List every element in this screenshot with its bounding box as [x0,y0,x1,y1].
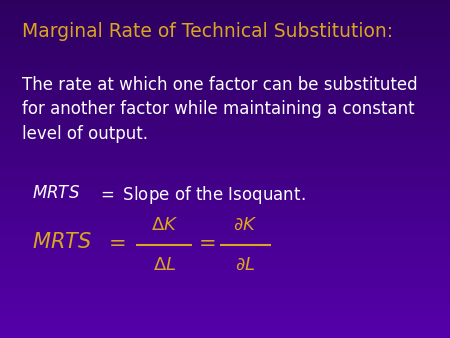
Text: $\mathit{MRTS}$: $\mathit{MRTS}$ [32,232,91,252]
Text: $=$: $=$ [194,232,216,252]
Text: $\partial K$: $\partial K$ [233,216,257,234]
Text: $\Delta L$: $\Delta L$ [153,256,176,274]
Text: Marginal Rate of Technical Substitution:: Marginal Rate of Technical Substitution: [22,22,394,41]
Text: $\Delta K$: $\Delta K$ [151,216,178,234]
Text: The rate at which one factor can be substituted
for another factor while maintai: The rate at which one factor can be subs… [22,76,418,143]
Text: $=$: $=$ [104,232,126,252]
Text: $\mathit{MRTS}$: $\mathit{MRTS}$ [32,184,80,202]
Text: $\partial L$: $\partial L$ [235,256,256,274]
Text: $=$ Slope of the Isoquant.: $=$ Slope of the Isoquant. [97,184,305,206]
